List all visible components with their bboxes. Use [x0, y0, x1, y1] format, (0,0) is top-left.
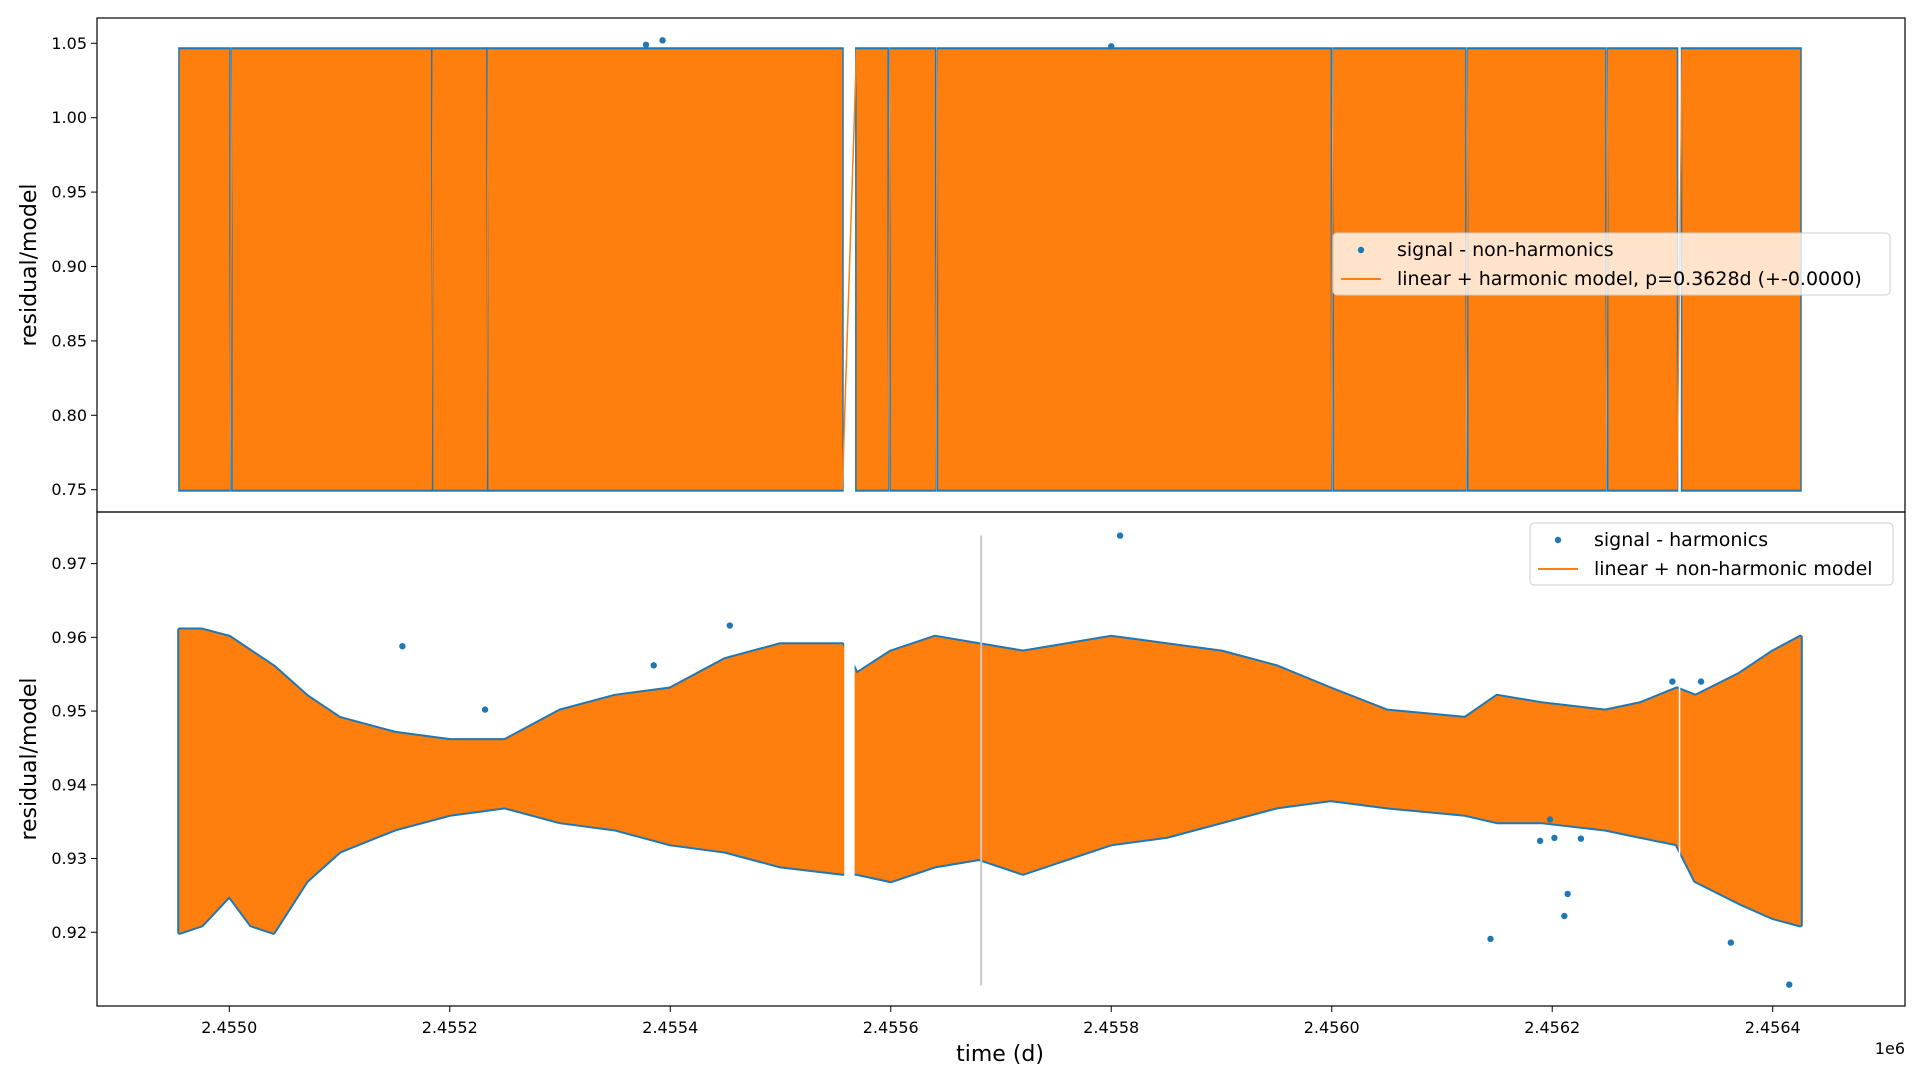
signal-point	[481, 706, 489, 713]
top-y-axis: 0.75 0.80 0.85 0.90 0.95 1.00 1.05	[51, 34, 97, 499]
x-axis-label: time (d)	[956, 1042, 1044, 1067]
model-line-band	[856, 49, 888, 490]
bottom-panel: 0.920.930.940.950.960.97 2.4550 2.4552 2.4…	[17, 511, 1906, 1067]
x-axis-offset-label: 1e6	[1875, 1039, 1905, 1058]
signal-point	[1551, 834, 1558, 842]
top-legend-label-model: linear + harmonic model, p=0.3628d (+-0.…	[1397, 268, 1862, 290]
signal-point	[1564, 890, 1571, 898]
top-legend-label-signal: signal - non-harmonics	[1397, 239, 1614, 261]
top-y-axis-label: residual/model	[17, 183, 42, 346]
signal-point	[650, 662, 657, 669]
x-tick-label: 2.4558	[1083, 1018, 1139, 1037]
model-line-band	[232, 49, 432, 490]
signal-point	[1786, 981, 1793, 988]
model-gap-line	[485, 49, 490, 490]
signal-point	[399, 642, 406, 650]
bottom-y-axis-label: residual/model	[17, 677, 42, 840]
top-legend-box	[1332, 232, 1891, 296]
signal-point	[659, 37, 666, 44]
bottom-y-tick-label: 0.95	[51, 702, 87, 721]
signal-point	[1546, 816, 1554, 823]
data-gap	[844, 552, 855, 966]
model-gap-line	[228, 49, 234, 490]
x-tick-label: 2.4564	[1745, 1018, 1801, 1037]
bottom-y-tick-label: 0.92	[51, 923, 87, 942]
signal-point	[726, 622, 733, 629]
x-tick-label: 2.4562	[1524, 1018, 1580, 1037]
model-line-envelope	[179, 629, 1801, 933]
signal-point	[1669, 678, 1676, 685]
top-legend-marker-points	[1357, 246, 1365, 254]
model-line-band	[179, 49, 230, 490]
bottom-plot-area	[177, 532, 1803, 988]
bottom-y-axis: 0.92 0.93 0.94 0.95 0.96 0.97	[51, 554, 97, 942]
top-legend: signal - non-harmonics linear + harmonic…	[1332, 232, 1891, 296]
signal-point	[1116, 532, 1124, 539]
model-gap-line	[430, 49, 434, 490]
model-line-band	[890, 49, 935, 490]
signal-point	[1487, 935, 1494, 943]
model-gap-line	[1329, 49, 1335, 490]
bottom-legend-label-signal: signal - harmonics	[1594, 529, 1768, 551]
top-y-tick-label: 0.80	[51, 406, 87, 425]
signal-point	[1108, 43, 1115, 50]
model-gap-line	[934, 49, 939, 490]
bottom-axes-frame	[96, 511, 1906, 1007]
signal-point	[642, 41, 650, 48]
x-tick-label: 2.4560	[1304, 1018, 1360, 1037]
model-gap-line	[841, 49, 858, 490]
model-line-band	[433, 49, 487, 490]
top-panel: 0.75 0.80 0.85 0.90 0.95 1.00 1.05 residual/mo…	[17, 17, 1906, 513]
bottom-y-tick-label: 0.96	[51, 628, 87, 647]
top-plot-area	[178, 37, 1802, 492]
data-gap	[1678, 552, 1681, 966]
x-tick-label: 2.4552	[422, 1018, 478, 1037]
bottom-y-tick-label: 0.94	[51, 775, 87, 794]
top-y-tick-label: 0.85	[51, 331, 87, 350]
bottom-legend-label-model: linear + non-harmonic model	[1594, 558, 1873, 580]
bottom-y-tick-label: 0.93	[51, 849, 87, 868]
signal-point	[1536, 837, 1544, 845]
signal-point	[1577, 835, 1585, 842]
bottom-legend-marker-points	[1554, 536, 1562, 544]
model-line-band	[488, 49, 843, 490]
x-tick-label: 2.4556	[863, 1018, 919, 1037]
top-y-tick-label: 0.75	[51, 480, 87, 499]
signal-point	[1697, 678, 1705, 685]
bottom-y-tick-label: 0.97	[51, 554, 87, 573]
model-line-band	[938, 49, 1331, 490]
top-y-tick-label: 0.95	[51, 183, 87, 202]
signal-point	[1727, 939, 1735, 946]
x-axis: 2.4550 2.4552 2.4554 2.4556 2.4558 2.4560 2.45…	[201, 1006, 1801, 1037]
model-gap-line	[886, 49, 892, 490]
top-y-tick-label: 1.05	[51, 34, 87, 53]
signal-point	[1561, 912, 1568, 920]
bottom-legend: signal - harmonics linear + non-harmonic…	[1529, 522, 1894, 586]
x-tick-label: 2.4550	[201, 1018, 257, 1037]
top-y-tick-label: 0.90	[51, 257, 87, 276]
x-tick-label: 2.4554	[642, 1018, 698, 1037]
bottom-legend-box	[1529, 522, 1894, 586]
top-y-tick-label: 1.00	[51, 108, 87, 127]
